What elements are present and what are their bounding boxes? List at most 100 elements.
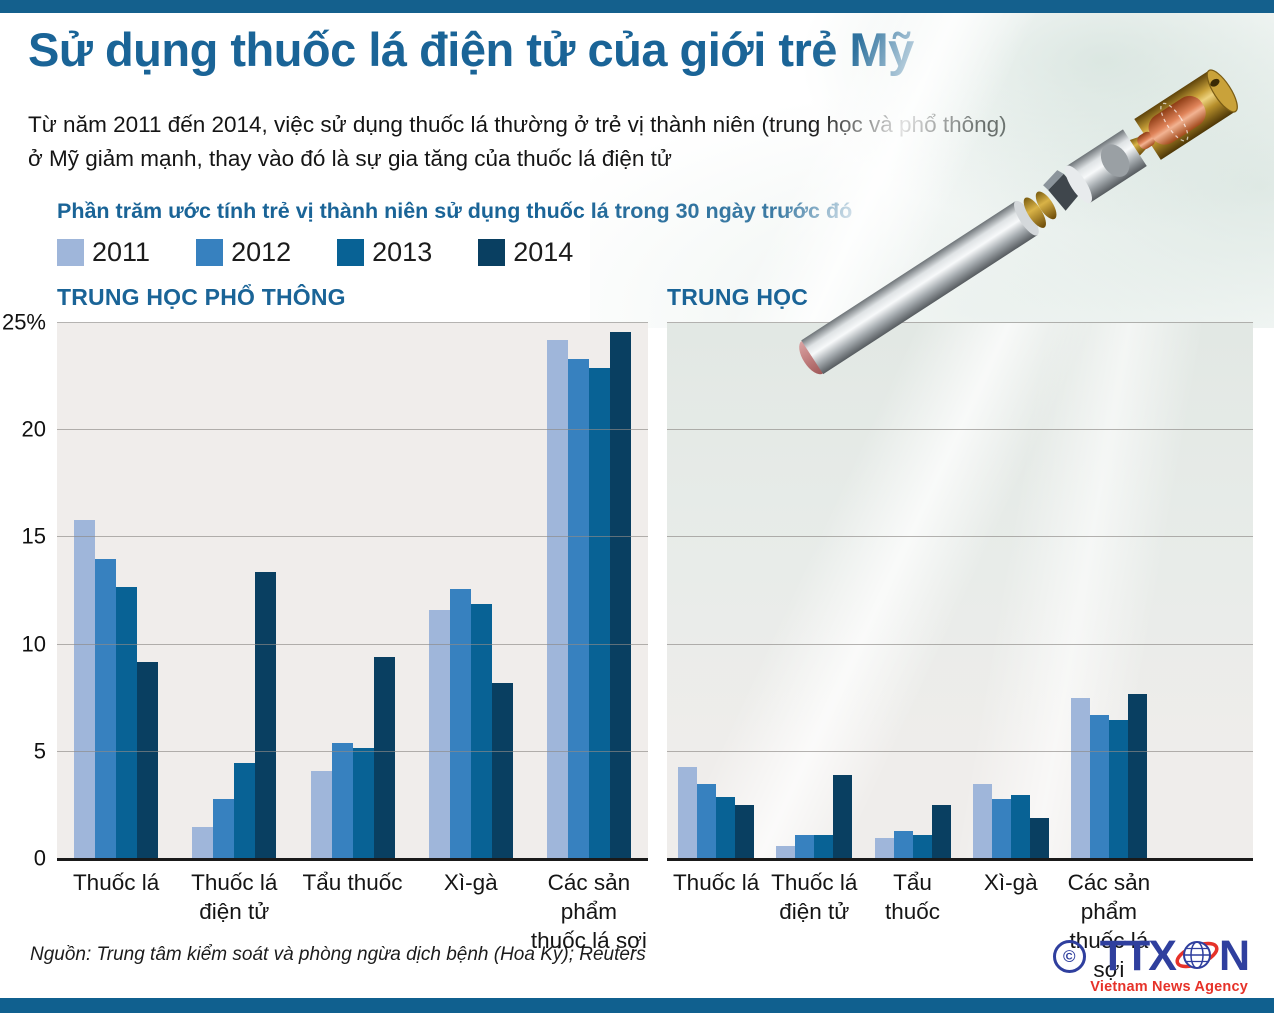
logo-n-text: N <box>1218 932 1250 980</box>
bar-2011 <box>546 340 568 859</box>
legend-year-label: 2014 <box>513 237 574 267</box>
ecig-mouthpiece <box>1134 70 1236 160</box>
bar-2014 <box>1029 818 1049 859</box>
bar-group-Xì-gà <box>412 323 530 859</box>
bar-group-Các sản phẩm thuốc lá sợi <box>530 323 648 859</box>
bar-2012 <box>893 831 913 859</box>
bar-2013 <box>1108 719 1128 859</box>
ecig-cartridge <box>1148 95 1206 145</box>
bar-group-Thuốc lá điện tử <box>765 323 863 859</box>
logo-tagline: Vietnam News Agency <box>1090 979 1248 995</box>
bar-2012 <box>795 835 815 859</box>
bar-2012 <box>213 798 235 859</box>
x-axis-line <box>57 858 648 861</box>
gridline-25 <box>667 322 1253 323</box>
legend-swatch-2014 <box>478 239 506 266</box>
ecig-gold-washer <box>1023 197 1046 228</box>
y-axis-tick-10: 10 <box>21 631 46 657</box>
gridline-10 <box>57 643 648 645</box>
plot-area-middle-school <box>667 322 1253 861</box>
bar-2013 <box>1010 794 1030 859</box>
y-axis-tick-25: 25% <box>1 309 46 335</box>
bar-2012 <box>1089 715 1109 859</box>
legend-year-label: 2012 <box>231 237 292 267</box>
bar-group-Thuốc lá <box>667 323 765 859</box>
bar-2014 <box>735 805 755 859</box>
subtitle-line-2: ở Mỹ giảm mạnh, thay vào đó là sự gia tă… <box>28 145 672 171</box>
x-axis-line <box>667 858 1253 861</box>
x-axis-label: Tẩu thuốc <box>302 870 403 895</box>
legend-year-label: 2011 <box>92 237 151 267</box>
legend-swatch-2012 <box>196 239 224 266</box>
y-axis-tick-20: 20 <box>21 416 46 442</box>
legend-item-2013: 2013 <box>337 237 432 268</box>
page-subtitle: Từ năm 2011 đến 2014, việc sử dụng thuốc… <box>28 108 1068 176</box>
bar-2012 <box>95 558 117 859</box>
bar-group-Các sản phẩm thuốc lá sợi <box>1060 323 1158 859</box>
bar-2013 <box>588 368 610 859</box>
bar-group-Xì-gà <box>962 323 1060 859</box>
y-axis-tick-15: 15 <box>21 523 46 549</box>
y-axis-tick-0: 0 <box>33 845 46 871</box>
bar-2013 <box>814 835 834 859</box>
bar-groups <box>667 323 1253 859</box>
gridline-20 <box>57 429 648 431</box>
bar-2013 <box>352 747 374 859</box>
x-axis-label: Thuốc lá điện tử <box>191 870 278 924</box>
gridline-10 <box>667 643 1253 645</box>
legend-title: Phần trăm ước tính trẻ vị thành niên sử … <box>57 199 853 223</box>
source-credit: Nguồn: Trung tâm kiểm soát và phòng ngừa… <box>30 944 646 965</box>
bar-2014 <box>833 775 853 859</box>
ttxvn-logo: © TTX N Vietnam News Agency <box>1030 932 1250 995</box>
x-axis-label: Xì-gà <box>983 870 1038 895</box>
bar-2011 <box>776 846 796 859</box>
chart-middle-school: TRUNG HỌC Thuốc lá Thuốc lá điện tử Tẩu thu… <box>667 284 1253 984</box>
bar-2014 <box>491 683 513 859</box>
bar-2014 <box>1127 693 1147 859</box>
y-axis-tick-5: 5 <box>33 738 46 764</box>
plot-area-high-school <box>57 322 648 861</box>
bar-group-Thuốc lá <box>57 323 175 859</box>
globe-icon <box>1175 940 1219 969</box>
bar-2011 <box>428 610 450 859</box>
gridline-5 <box>667 750 1253 752</box>
legend-item-2011: 2011 <box>57 237 150 268</box>
gridlines <box>57 322 648 859</box>
bar-2012 <box>567 359 589 859</box>
chart-high-school: TRUNG HỌC PHỔ THÔNG Thuốc lá Thuốc lá điện… <box>57 284 648 955</box>
copyright-icon: © <box>1052 940 1086 973</box>
bar-2012 <box>991 798 1011 859</box>
bar-2012 <box>449 588 471 859</box>
page-title: Sử dụng thuốc lá điện tử của giới trẻ Mỹ <box>28 23 914 76</box>
y-axis: 25% 20 15 10 5 0 <box>0 309 50 870</box>
logo-ttx-text: TTX <box>1099 932 1177 980</box>
bar-2014 <box>609 331 631 859</box>
top-accent-bar <box>0 0 1274 13</box>
bar-2011 <box>972 783 992 859</box>
legend-item-2012: 2012 <box>196 237 291 268</box>
bar-2013 <box>716 796 736 859</box>
x-axis-labels: Thuốc lá Thuốc lá điện tử Tẩu thuốc Xì-gà Các… <box>57 868 648 955</box>
legend-year-label: 2013 <box>372 237 433 267</box>
chart-title-middle-school: TRUNG HỌC <box>667 284 809 310</box>
gridline-20 <box>667 429 1253 431</box>
bar-2013 <box>470 603 492 859</box>
legend-swatch-2013 <box>337 239 365 266</box>
bar-2011 <box>310 771 332 859</box>
bar-2011 <box>1070 698 1090 859</box>
bar-group-Tẩu thuốc <box>293 323 411 859</box>
bar-2011 <box>74 520 96 859</box>
x-axis-label: Các sản phẩm thuốc lá sợi <box>1067 870 1151 982</box>
bar-2014 <box>137 661 159 859</box>
gridline-15 <box>57 536 648 538</box>
gridline-5 <box>57 750 648 752</box>
gridline-25 <box>57 322 648 323</box>
x-axis-label: Xì-gà <box>443 870 498 895</box>
bar-2014 <box>373 657 395 859</box>
x-axis-labels: Thuốc lá Thuốc lá điện tử Tẩu thuốc Xì-gà Các… <box>667 868 1253 984</box>
bar-2013 <box>234 762 256 859</box>
ecig-atomizer <box>1066 129 1147 203</box>
x-axis-label: Các sản phẩm thuốc lá sợi <box>530 870 647 953</box>
bar-2012 <box>331 743 353 859</box>
